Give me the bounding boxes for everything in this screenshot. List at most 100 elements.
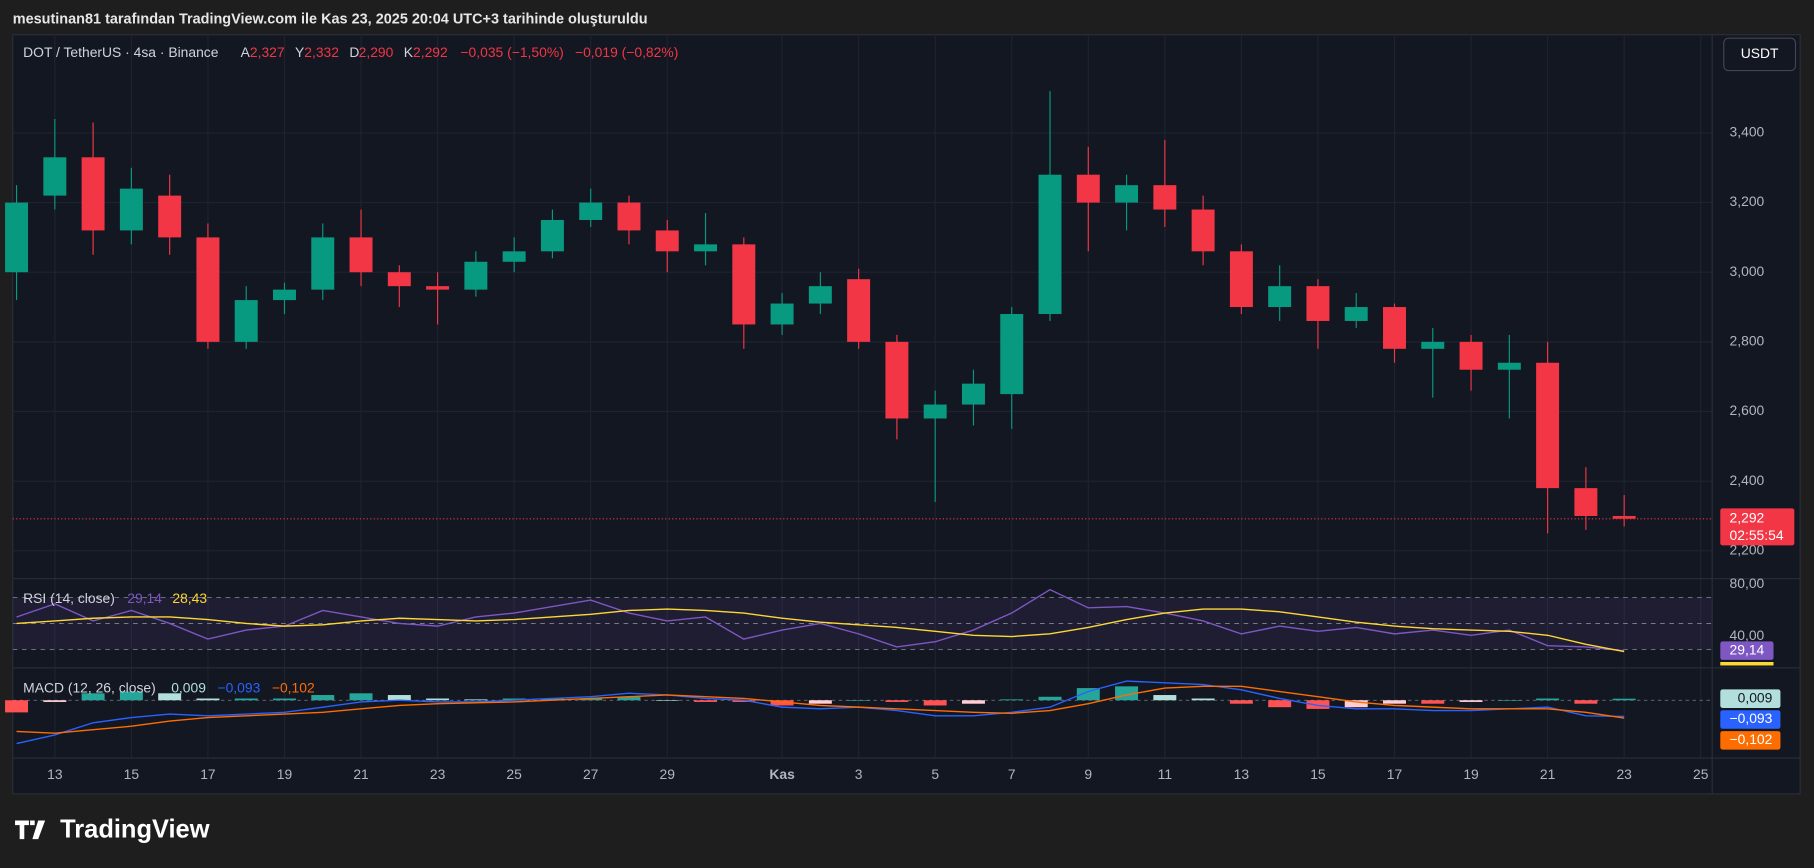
candle-body xyxy=(617,202,641,231)
x-tick-label: 23 xyxy=(1616,766,1632,782)
x-tick-label: 9 xyxy=(1084,766,1092,782)
macd-histogram-bar xyxy=(1076,688,1100,701)
candle-body xyxy=(1536,362,1560,489)
candle-body xyxy=(579,202,603,220)
x-tick-label: 17 xyxy=(200,766,216,782)
macd-histogram-bar xyxy=(1497,700,1521,701)
candle-body xyxy=(1076,174,1100,203)
macd-histogram-bar xyxy=(1000,699,1024,701)
candle-body xyxy=(1115,185,1139,203)
macd-line xyxy=(16,685,1625,734)
rsi-title: RSI (14, close) xyxy=(23,590,115,606)
x-tick-label: 25 xyxy=(1693,766,1709,782)
candle-body xyxy=(234,300,258,342)
candle-body xyxy=(426,286,450,290)
rsi-legend-value: 28,43 xyxy=(172,590,207,606)
macd-histogram-bar xyxy=(1153,695,1177,701)
ohlc-value: 2,292 xyxy=(413,44,448,60)
x-tick-label: 23 xyxy=(430,766,446,782)
candle-body xyxy=(464,261,488,290)
ohlc-value: 2,332 xyxy=(304,44,339,60)
macd-histogram-bar xyxy=(617,696,641,701)
x-tick-label: Kas xyxy=(769,766,795,782)
candle-body xyxy=(1000,314,1024,395)
currency-label: USDT xyxy=(1741,45,1779,61)
candle-body xyxy=(387,272,411,287)
y-tick-label: 2,600 xyxy=(1730,402,1765,418)
candle-body xyxy=(1191,209,1215,252)
macd-histogram-bar xyxy=(1268,700,1292,708)
candle-body xyxy=(923,404,947,419)
x-tick-label: 11 xyxy=(1158,766,1173,782)
candle-body xyxy=(311,237,335,290)
macd-histogram-bar xyxy=(1383,700,1406,704)
macd-legend-value: −0,102 xyxy=(272,679,315,695)
macd-histogram-bar xyxy=(1191,698,1215,701)
macd-histogram-bar xyxy=(1229,700,1253,704)
x-tick-label: 5 xyxy=(931,766,939,782)
rsi-value-label: 29,14 xyxy=(1730,641,1765,657)
macd-histogram-bar xyxy=(579,698,603,701)
macd-histogram-bar xyxy=(1038,696,1062,701)
candle-body xyxy=(1153,185,1177,210)
candle-body xyxy=(81,157,105,231)
candle-body xyxy=(961,383,985,405)
rsi-tick-label: 80,00 xyxy=(1730,575,1765,591)
candle-body xyxy=(1229,251,1253,308)
macd-histogram-bar xyxy=(158,693,182,701)
macd-histogram-bar xyxy=(694,700,718,702)
candle-body xyxy=(540,219,564,252)
x-tick-label: 29 xyxy=(660,766,676,782)
macd-histogram-bar xyxy=(655,700,679,701)
macd-histogram-bar xyxy=(540,698,564,701)
macd-legend-value: 0,009 xyxy=(171,679,206,695)
macd-histogram-bar xyxy=(5,700,29,713)
candle-body xyxy=(770,303,794,325)
macd-value-box xyxy=(1720,710,1781,729)
macd-histogram-bar xyxy=(349,693,373,701)
candle-body xyxy=(694,244,718,252)
macd-histogram-bar xyxy=(43,700,67,702)
x-tick-label: 13 xyxy=(1234,766,1250,782)
macd-histogram-bar xyxy=(234,698,258,701)
candle-body xyxy=(1612,515,1636,519)
candle-body xyxy=(43,157,67,196)
ohlc-key: A xyxy=(241,44,251,60)
macd-histogram-bar xyxy=(196,698,220,701)
macd-histogram-bar xyxy=(770,700,794,706)
macd-value-box xyxy=(1720,731,1781,750)
macd-histogram-bar xyxy=(885,700,909,702)
x-tick-label: 19 xyxy=(277,766,293,782)
x-tick-label: 21 xyxy=(353,766,369,782)
currency-button[interactable] xyxy=(1723,37,1797,72)
candle-body xyxy=(1497,362,1521,370)
ohlc-key: D xyxy=(349,44,359,60)
macd-histogram-bar xyxy=(808,700,832,704)
symbol-title: DOT / TetherUS · 4sa · Binance xyxy=(23,44,219,60)
y-tick-label: 2,400 xyxy=(1730,472,1765,488)
macd-histogram-bar xyxy=(1306,700,1330,709)
rsi-ma-marker xyxy=(1720,662,1774,666)
candle-body xyxy=(1344,307,1368,321)
candle-body xyxy=(1459,341,1483,370)
macd-histogram-bar xyxy=(923,700,947,706)
macd-histogram-bar xyxy=(426,698,450,701)
candle-body xyxy=(655,230,679,252)
caption: mesutinan81 tarafından TradingView.com i… xyxy=(13,11,648,27)
y-tick-label: 3,000 xyxy=(1730,263,1765,279)
x-tick-label: 25 xyxy=(506,766,522,782)
change-label: −0,035 (−1,50%) xyxy=(460,44,563,60)
candle-body xyxy=(1574,488,1598,516)
candle-body xyxy=(273,289,296,301)
macd-histogram-bar xyxy=(81,693,105,701)
macd-histogram-bar xyxy=(273,698,296,701)
x-tick-label: 15 xyxy=(124,766,140,782)
macd-line xyxy=(16,680,1625,745)
macd-histogram-bar xyxy=(1421,700,1445,704)
rsi-value-box xyxy=(1720,641,1774,660)
brand: TradingView xyxy=(60,816,210,844)
macd-value-box xyxy=(1720,689,1781,708)
ohlc-value: 2,327 xyxy=(250,44,285,60)
rsi-tick-label: 40,00 xyxy=(1730,627,1765,643)
